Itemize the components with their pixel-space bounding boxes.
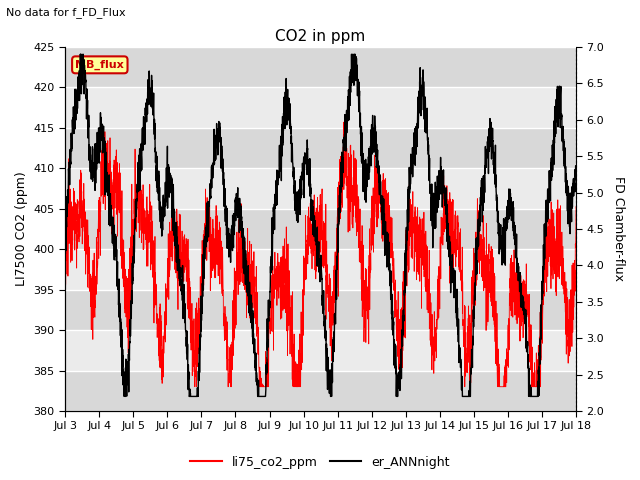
Y-axis label: FD Chamber-flux: FD Chamber-flux [612, 177, 625, 281]
Bar [65, 371, 576, 411]
Bar [65, 209, 576, 249]
Text: MB_flux: MB_flux [76, 60, 124, 70]
Legend: li75_co2_ppm, er_ANNnight: li75_co2_ppm, er_ANNnight [186, 451, 454, 474]
Text: No data for f_FD_Flux: No data for f_FD_Flux [6, 7, 126, 18]
Bar [65, 289, 576, 330]
Y-axis label: LI7500 CO2 (ppm): LI7500 CO2 (ppm) [15, 171, 28, 287]
Bar [65, 47, 576, 87]
Bar [65, 128, 576, 168]
Title: CO2 in ppm: CO2 in ppm [275, 29, 365, 44]
